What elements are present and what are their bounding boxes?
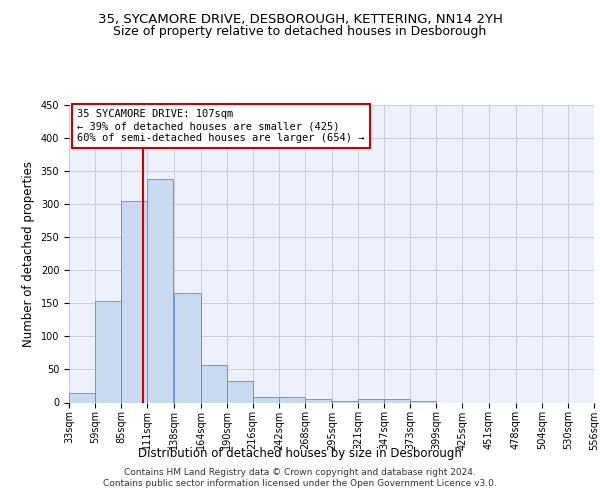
Bar <box>358 399 384 402</box>
Bar <box>410 401 436 402</box>
Bar <box>279 397 305 402</box>
Text: Contains HM Land Registry data © Crown copyright and database right 2024.
Contai: Contains HM Land Registry data © Crown c… <box>103 468 497 487</box>
Bar <box>121 201 147 402</box>
Text: Distribution of detached houses by size in Desborough: Distribution of detached houses by size … <box>138 448 462 460</box>
Bar <box>227 380 253 402</box>
Bar <box>69 392 95 402</box>
Text: 35, SYCAMORE DRIVE, DESBOROUGH, KETTERING, NN14 2YH: 35, SYCAMORE DRIVE, DESBOROUGH, KETTERIN… <box>98 12 502 26</box>
Bar <box>95 302 121 402</box>
Bar <box>200 365 227 403</box>
Text: Size of property relative to detached houses in Desborough: Size of property relative to detached ho… <box>113 25 487 38</box>
Bar <box>253 396 279 402</box>
Bar <box>175 294 200 403</box>
Bar <box>594 400 600 402</box>
Y-axis label: Number of detached properties: Number of detached properties <box>22 161 35 347</box>
Text: 35 SYCAMORE DRIVE: 107sqm
← 39% of detached houses are smaller (425)
60% of semi: 35 SYCAMORE DRIVE: 107sqm ← 39% of detac… <box>77 110 364 142</box>
Bar <box>332 400 358 402</box>
Bar <box>384 399 410 402</box>
Bar <box>147 179 173 402</box>
Bar <box>305 398 331 402</box>
